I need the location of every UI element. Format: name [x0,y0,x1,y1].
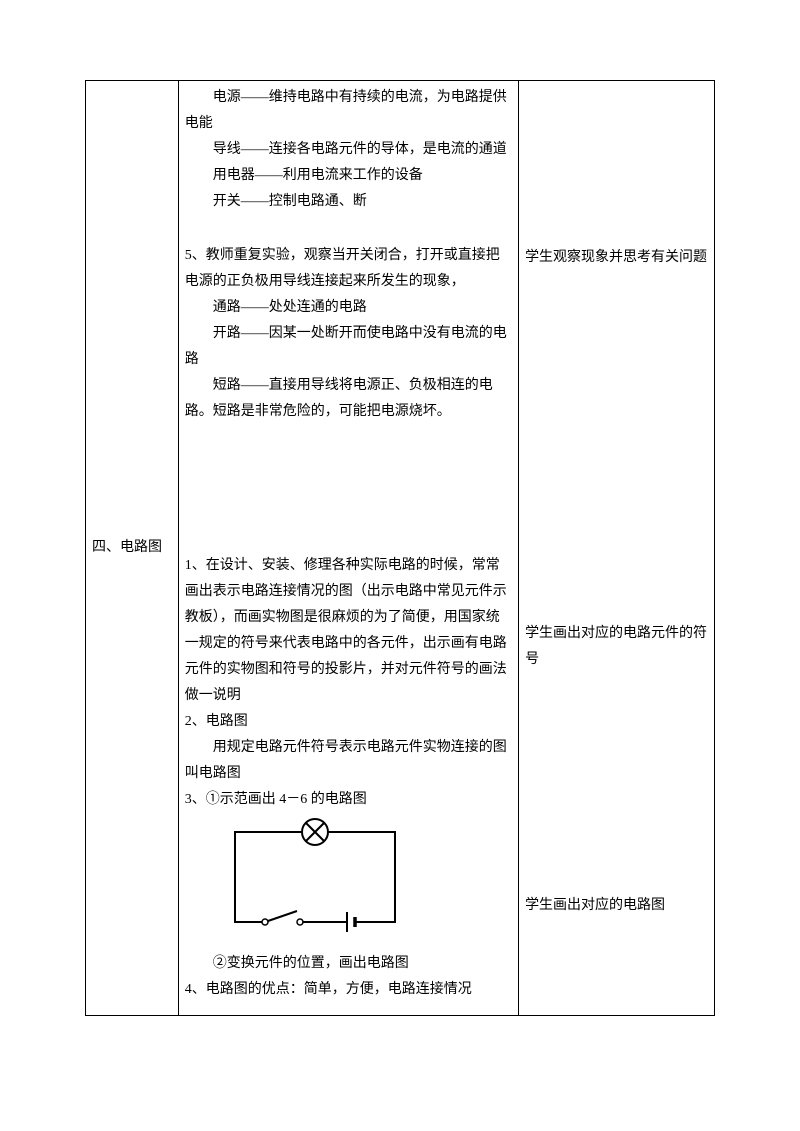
right-note-draw: 学生画出对应的电路图 [525,673,708,919]
definition-wire: 导线——连接各电路元件的导体，是电流的通道 [185,137,512,163]
item5-tonglu: 通路——处处连通的电路 [185,295,512,321]
definition-power: 电源——维持电路中有持续的电流，为电路提供电能 [185,85,512,137]
right-note-symbols: 学生画出对应的电路元件的符号 [525,271,708,673]
right-column: 学生观察现象并思考有关问题 学生画出对应的电路元件的符号 学生画出对应的电路图 [519,81,715,1016]
item5-intro: 5、教师重复实验，观察当开关闭合，打开或直接把电源的正负极用导线连接起来所发生的… [185,243,512,295]
part2-item1: 1、在设计、安装、修理各种实际电路的时候，常常画出表示电路连接情况的图（出示电路… [185,553,512,709]
definition-switch: 开关——控制电路通、断 [185,189,512,215]
section-title: 四、电路图 [92,85,172,561]
item5-kailu: 开路——因某一处断开而使电路中没有电流的电路 [185,321,512,373]
table-row: 四、电路图 电源——维持电路中有持续的电流，为电路提供电能 导线——连接各电路元… [86,81,715,1016]
left-column: 四、电路图 [86,81,179,1016]
part2-item3a: 3、①示范画出 4－6 的电路图 [185,787,512,813]
definition-device: 用电器——利用电流来工作的设备 [185,163,512,189]
circuit-diagram-icon [215,817,415,937]
lesson-plan-table: 四、电路图 电源——维持电路中有持续的电流，为电路提供电能 导线——连接各电路元… [85,80,715,1016]
part2-item2-body: 用规定电路元件符号表示电路元件实物连接的图叫电路图 [185,735,512,787]
part2-item2-label: 2、电路图 [185,709,512,735]
middle-column: 电源——维持电路中有持续的电流，为电路提供电能 导线——连接各电路元件的导体，是… [178,81,518,1016]
part2-item4: 4、电路图的优点：简单，方便，电路连接情况 [185,977,512,1003]
item5-duanlu: 短路——直接用导线将电源正、负极相连的电路。短路是非常危险的，可能把电源烧坏。 [185,373,512,425]
right-note-observe: 学生观察现象并思考有关问题 [525,85,708,271]
circuit-diagram-wrap [185,817,512,947]
part2-item3b: ②变换元件的位置，画出电路图 [185,951,512,977]
